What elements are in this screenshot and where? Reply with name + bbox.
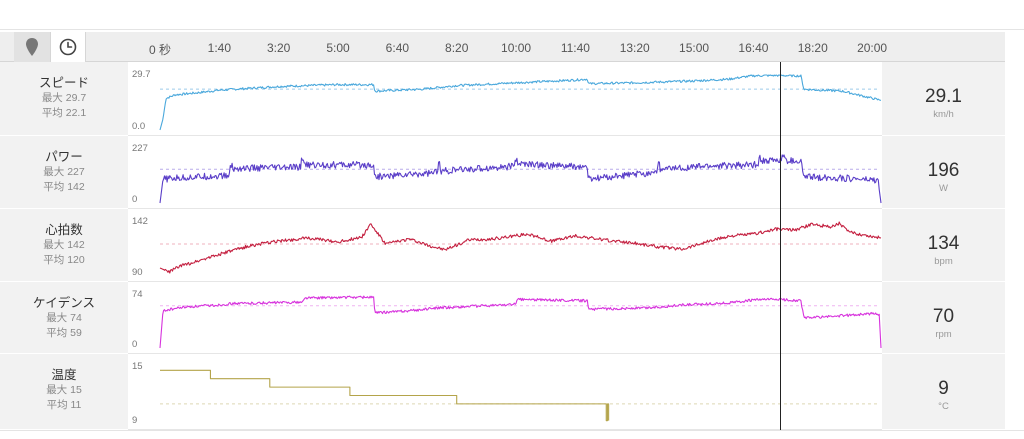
metric-plot[interactable]: 74 0 bbox=[128, 282, 882, 354]
x-tick-label: 1:40 bbox=[207, 41, 232, 55]
metric-label-panel: 温度最大 15 平均 11 bbox=[0, 354, 128, 430]
metric-plot[interactable]: 29.7 0.0 bbox=[128, 62, 882, 136]
x-tick-label: 3:20 bbox=[266, 41, 291, 55]
y-min-label: 9 bbox=[132, 415, 138, 426]
metric-row-cadence: ケイデンス最大 74 平均 59 74 0 70 rpm bbox=[0, 282, 1005, 354]
metric-current-panel: 134 bpm bbox=[882, 209, 1005, 282]
x-tick-label: 16:40 bbox=[738, 41, 769, 55]
metric-label-panel: 心拍数最大 142 平均 120 bbox=[0, 209, 128, 282]
series-line-heart_rate bbox=[159, 221, 882, 274]
metric-title: スピード bbox=[38, 76, 89, 90]
time-axis-button[interactable] bbox=[50, 32, 86, 62]
metric-max: 最大 15 bbox=[46, 384, 82, 396]
metric-max: 最大 29.7 bbox=[41, 92, 87, 104]
clock-icon bbox=[59, 38, 77, 56]
x-tick-label: 13:20 bbox=[619, 41, 650, 55]
x-tick-label: 20:00 bbox=[857, 41, 888, 55]
x-tick-label: 6:40 bbox=[385, 41, 410, 55]
metric-average: 平均 142 bbox=[43, 181, 85, 193]
metric-current-value: 134 bbox=[927, 233, 960, 254]
metric-title: ケイデンス bbox=[32, 296, 95, 310]
x-tick-label: 11:40 bbox=[560, 41, 590, 55]
metric-title: 温度 bbox=[51, 368, 77, 382]
metric-current-value: 70 bbox=[932, 306, 955, 327]
metric-row-power: パワー最大 227 平均 142 227 0 196 W bbox=[0, 136, 1005, 209]
map-pin-icon bbox=[26, 38, 38, 56]
time-cursor-line[interactable] bbox=[780, 62, 781, 430]
metric-title: パワー bbox=[45, 150, 83, 164]
metric-max: 最大 74 bbox=[46, 312, 82, 324]
y-min-label: 0 bbox=[132, 194, 138, 205]
metric-unit: km/h bbox=[933, 109, 954, 120]
metric-unit: °C bbox=[938, 401, 949, 412]
plot-svg bbox=[160, 369, 878, 422]
metric-row-speed: スピード最大 29.7 平均 22.1 29.7 0.0 29.1 km/h bbox=[0, 62, 1005, 136]
map-view-button[interactable] bbox=[14, 32, 50, 62]
plot-svg bbox=[159, 154, 882, 204]
y-max-label: 15 bbox=[132, 361, 143, 372]
y-max-label: 142 bbox=[132, 216, 148, 227]
y-min-label: 90 bbox=[132, 267, 143, 278]
metric-unit: bpm bbox=[934, 256, 953, 267]
y-max-label: 227 bbox=[132, 143, 148, 154]
metric-plot[interactable]: 227 0 bbox=[128, 136, 882, 209]
metric-max: 最大 227 bbox=[43, 166, 85, 178]
metric-average: 平均 22.1 bbox=[41, 107, 87, 119]
metric-current-panel: 9 °C bbox=[882, 354, 1005, 430]
x-tick-label: 0 秒 bbox=[148, 43, 172, 57]
bottom-rule bbox=[0, 430, 1024, 431]
y-max-label: 74 bbox=[132, 289, 143, 300]
y-max-label: 29.7 bbox=[132, 69, 151, 80]
y-min-label: 0 bbox=[132, 339, 138, 350]
plot-svg bbox=[159, 74, 882, 131]
metric-plot[interactable]: 15 9 bbox=[128, 354, 882, 430]
series-line-temperature bbox=[160, 369, 610, 422]
metric-rows: スピード最大 29.7 平均 22.1 29.7 0.0 29.1 km/h パワー最大 2… bbox=[0, 62, 1005, 430]
x-tick-label: 15:00 bbox=[679, 41, 710, 55]
metric-current-panel: 29.1 km/h bbox=[882, 62, 1005, 136]
metric-label-panel: ケイデンス最大 74 平均 59 bbox=[0, 282, 128, 354]
metric-plot[interactable]: 142 90 bbox=[128, 209, 882, 282]
series-line-cadence bbox=[159, 295, 882, 349]
y-min-label: 0.0 bbox=[132, 121, 146, 132]
metric-current-panel: 196 W bbox=[882, 136, 1005, 209]
series-line-power bbox=[159, 154, 882, 204]
top-rule bbox=[0, 29, 1024, 30]
metric-unit: W bbox=[939, 183, 948, 194]
chart-toolbar: 0 秒 1:40 3:20 5:00 6:40 8:20 10:00 11:40 13:20 15… bbox=[0, 32, 1005, 62]
x-tick-label: 8:20 bbox=[445, 41, 469, 55]
metric-current-panel: 70 rpm bbox=[882, 282, 1005, 354]
metric-current-value: 29.1 bbox=[925, 86, 962, 107]
metric-row-heart_rate: 心拍数最大 142 平均 120 142 90 134 bpm bbox=[0, 209, 1005, 282]
metric-current-value: 196 bbox=[927, 160, 960, 181]
metric-average: 平均 11 bbox=[46, 399, 82, 411]
x-tick-label: 18:20 bbox=[797, 41, 828, 55]
metric-average: 平均 120 bbox=[43, 254, 85, 266]
metric-label-panel: パワー最大 227 平均 142 bbox=[0, 136, 128, 209]
metric-unit: rpm bbox=[935, 329, 952, 340]
metric-title: 心拍数 bbox=[45, 223, 83, 237]
series-line-speed bbox=[159, 74, 882, 131]
plot-svg bbox=[159, 221, 882, 274]
x-tick-label: 5:00 bbox=[326, 41, 350, 55]
metric-average: 平均 59 bbox=[46, 327, 82, 339]
plot-svg bbox=[159, 295, 882, 349]
metric-label-panel: スピード最大 29.7 平均 22.1 bbox=[0, 62, 128, 136]
metric-row-temperature: 温度最大 15 平均 11 15 9 9 °C bbox=[0, 354, 1005, 430]
metric-current-value: 9 bbox=[938, 378, 949, 399]
x-tick-label: 10:00 bbox=[501, 41, 532, 55]
metric-max: 最大 142 bbox=[43, 239, 85, 251]
